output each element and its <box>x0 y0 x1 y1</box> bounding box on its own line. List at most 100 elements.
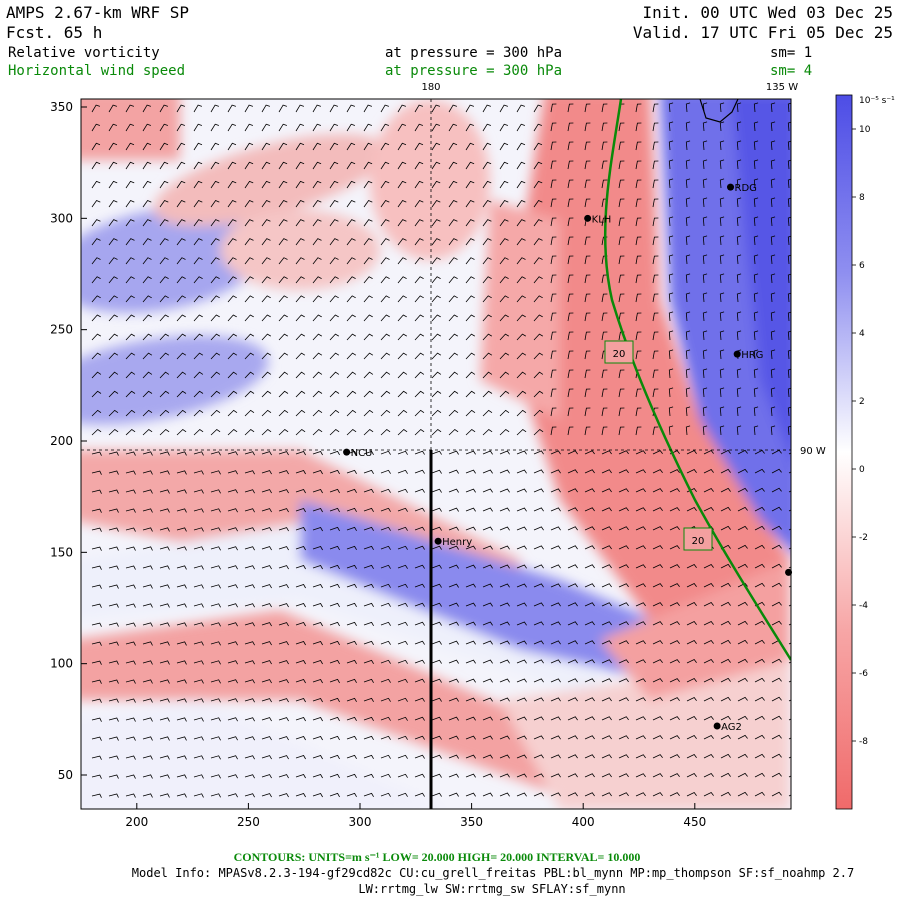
wind-barb <box>363 276 373 284</box>
wind-barb <box>261 257 271 265</box>
wind-barb <box>550 331 557 341</box>
wind-barb <box>465 295 475 303</box>
wind-barb <box>482 792 493 797</box>
wind-barb <box>516 390 527 398</box>
wind-barb <box>227 717 238 722</box>
wind-barb <box>261 390 272 398</box>
wind-barb <box>668 273 674 284</box>
wind-barb <box>261 793 272 798</box>
wind-barb <box>397 371 408 379</box>
wind-barb <box>771 582 782 588</box>
wind-barb <box>652 388 659 398</box>
wind-barb <box>261 489 272 494</box>
wind-barb <box>533 142 543 151</box>
wind-barb <box>686 639 697 645</box>
wind-barb <box>244 736 255 741</box>
wind-barb <box>652 488 663 493</box>
wind-barb <box>125 603 136 608</box>
wind-barb <box>380 754 391 759</box>
wind-barb <box>652 217 659 227</box>
wind-barb <box>193 123 203 132</box>
wind-barb <box>618 426 625 436</box>
wind-barb <box>431 123 441 132</box>
wind-barb <box>261 333 272 341</box>
wind-barb <box>91 104 101 113</box>
wind-barb <box>227 584 238 589</box>
wind-barb <box>244 371 255 379</box>
wind-barb <box>108 774 119 779</box>
wind-barb <box>380 773 391 778</box>
wind-barb <box>754 791 765 797</box>
wind-barb <box>108 641 119 646</box>
wind-barb <box>397 469 408 474</box>
wind-barb <box>176 508 187 513</box>
wind-barb <box>397 276 407 284</box>
wind-barb <box>465 792 476 797</box>
colorbar-tick-label: 4 <box>859 329 865 339</box>
wind-barb <box>652 526 663 531</box>
svg-text:20: 20 <box>613 349 626 360</box>
wind-barb <box>295 546 306 551</box>
wind-barb <box>567 507 578 512</box>
wind-barb <box>312 584 323 589</box>
wind-barb <box>414 238 424 246</box>
wind-barb <box>193 352 204 360</box>
wind-barb <box>635 545 646 550</box>
wind-barb <box>601 640 612 645</box>
wind-barb <box>159 276 169 284</box>
wind-barb <box>125 352 136 360</box>
wind-barb <box>329 621 340 627</box>
wind-barb <box>329 716 340 722</box>
wind-barb <box>516 754 527 759</box>
wind-barb <box>618 564 629 569</box>
wind-barb <box>550 450 561 455</box>
wind-barb <box>397 352 408 360</box>
wind-barb <box>669 545 680 550</box>
wind-barb <box>533 276 543 284</box>
wind-barb <box>125 736 136 741</box>
wind-barb <box>227 238 237 246</box>
wind-barb <box>550 388 557 398</box>
wind-barb <box>278 546 289 551</box>
field2-name: Horizontal wind speed <box>8 63 185 79</box>
wind-barb <box>516 697 527 702</box>
wind-barb <box>550 773 561 778</box>
wind-barb <box>176 774 187 779</box>
wind-barb <box>737 620 748 626</box>
wind-barb <box>652 293 659 303</box>
wind-barb <box>329 295 339 303</box>
wind-barb <box>91 142 101 151</box>
wind-barb <box>686 791 697 797</box>
wind-barb <box>91 793 102 798</box>
wind-barb <box>210 180 220 189</box>
wind-barb <box>550 469 561 474</box>
wind-barb <box>601 621 612 626</box>
wind-barb <box>686 582 697 588</box>
wind-barb <box>669 773 680 778</box>
wind-barb <box>703 506 714 512</box>
x-tick-label: 200 <box>125 815 148 829</box>
wind-barb <box>771 715 782 721</box>
wind-barb <box>261 352 272 360</box>
wind-barb <box>618 526 629 531</box>
wind-barb <box>193 161 203 170</box>
wind-barb <box>736 235 742 246</box>
wind-barb <box>465 123 475 132</box>
wind-barb <box>482 409 493 417</box>
wind-barb <box>397 200 407 208</box>
wind-barb <box>397 180 407 189</box>
wind-barb <box>363 409 374 417</box>
wind-barb <box>227 161 237 170</box>
wind-barb <box>736 406 742 417</box>
wind-barb <box>431 161 441 170</box>
wind-barb <box>278 622 289 627</box>
wind-barb <box>193 470 204 475</box>
wind-barb <box>363 161 373 170</box>
wind-barb <box>346 142 356 151</box>
wind-barb <box>227 371 238 379</box>
wind-barb <box>686 506 697 512</box>
wind-barb <box>754 677 765 683</box>
wind-barb <box>244 755 255 760</box>
wind-barb <box>499 640 510 645</box>
x-tick-label: 450 <box>683 815 706 829</box>
